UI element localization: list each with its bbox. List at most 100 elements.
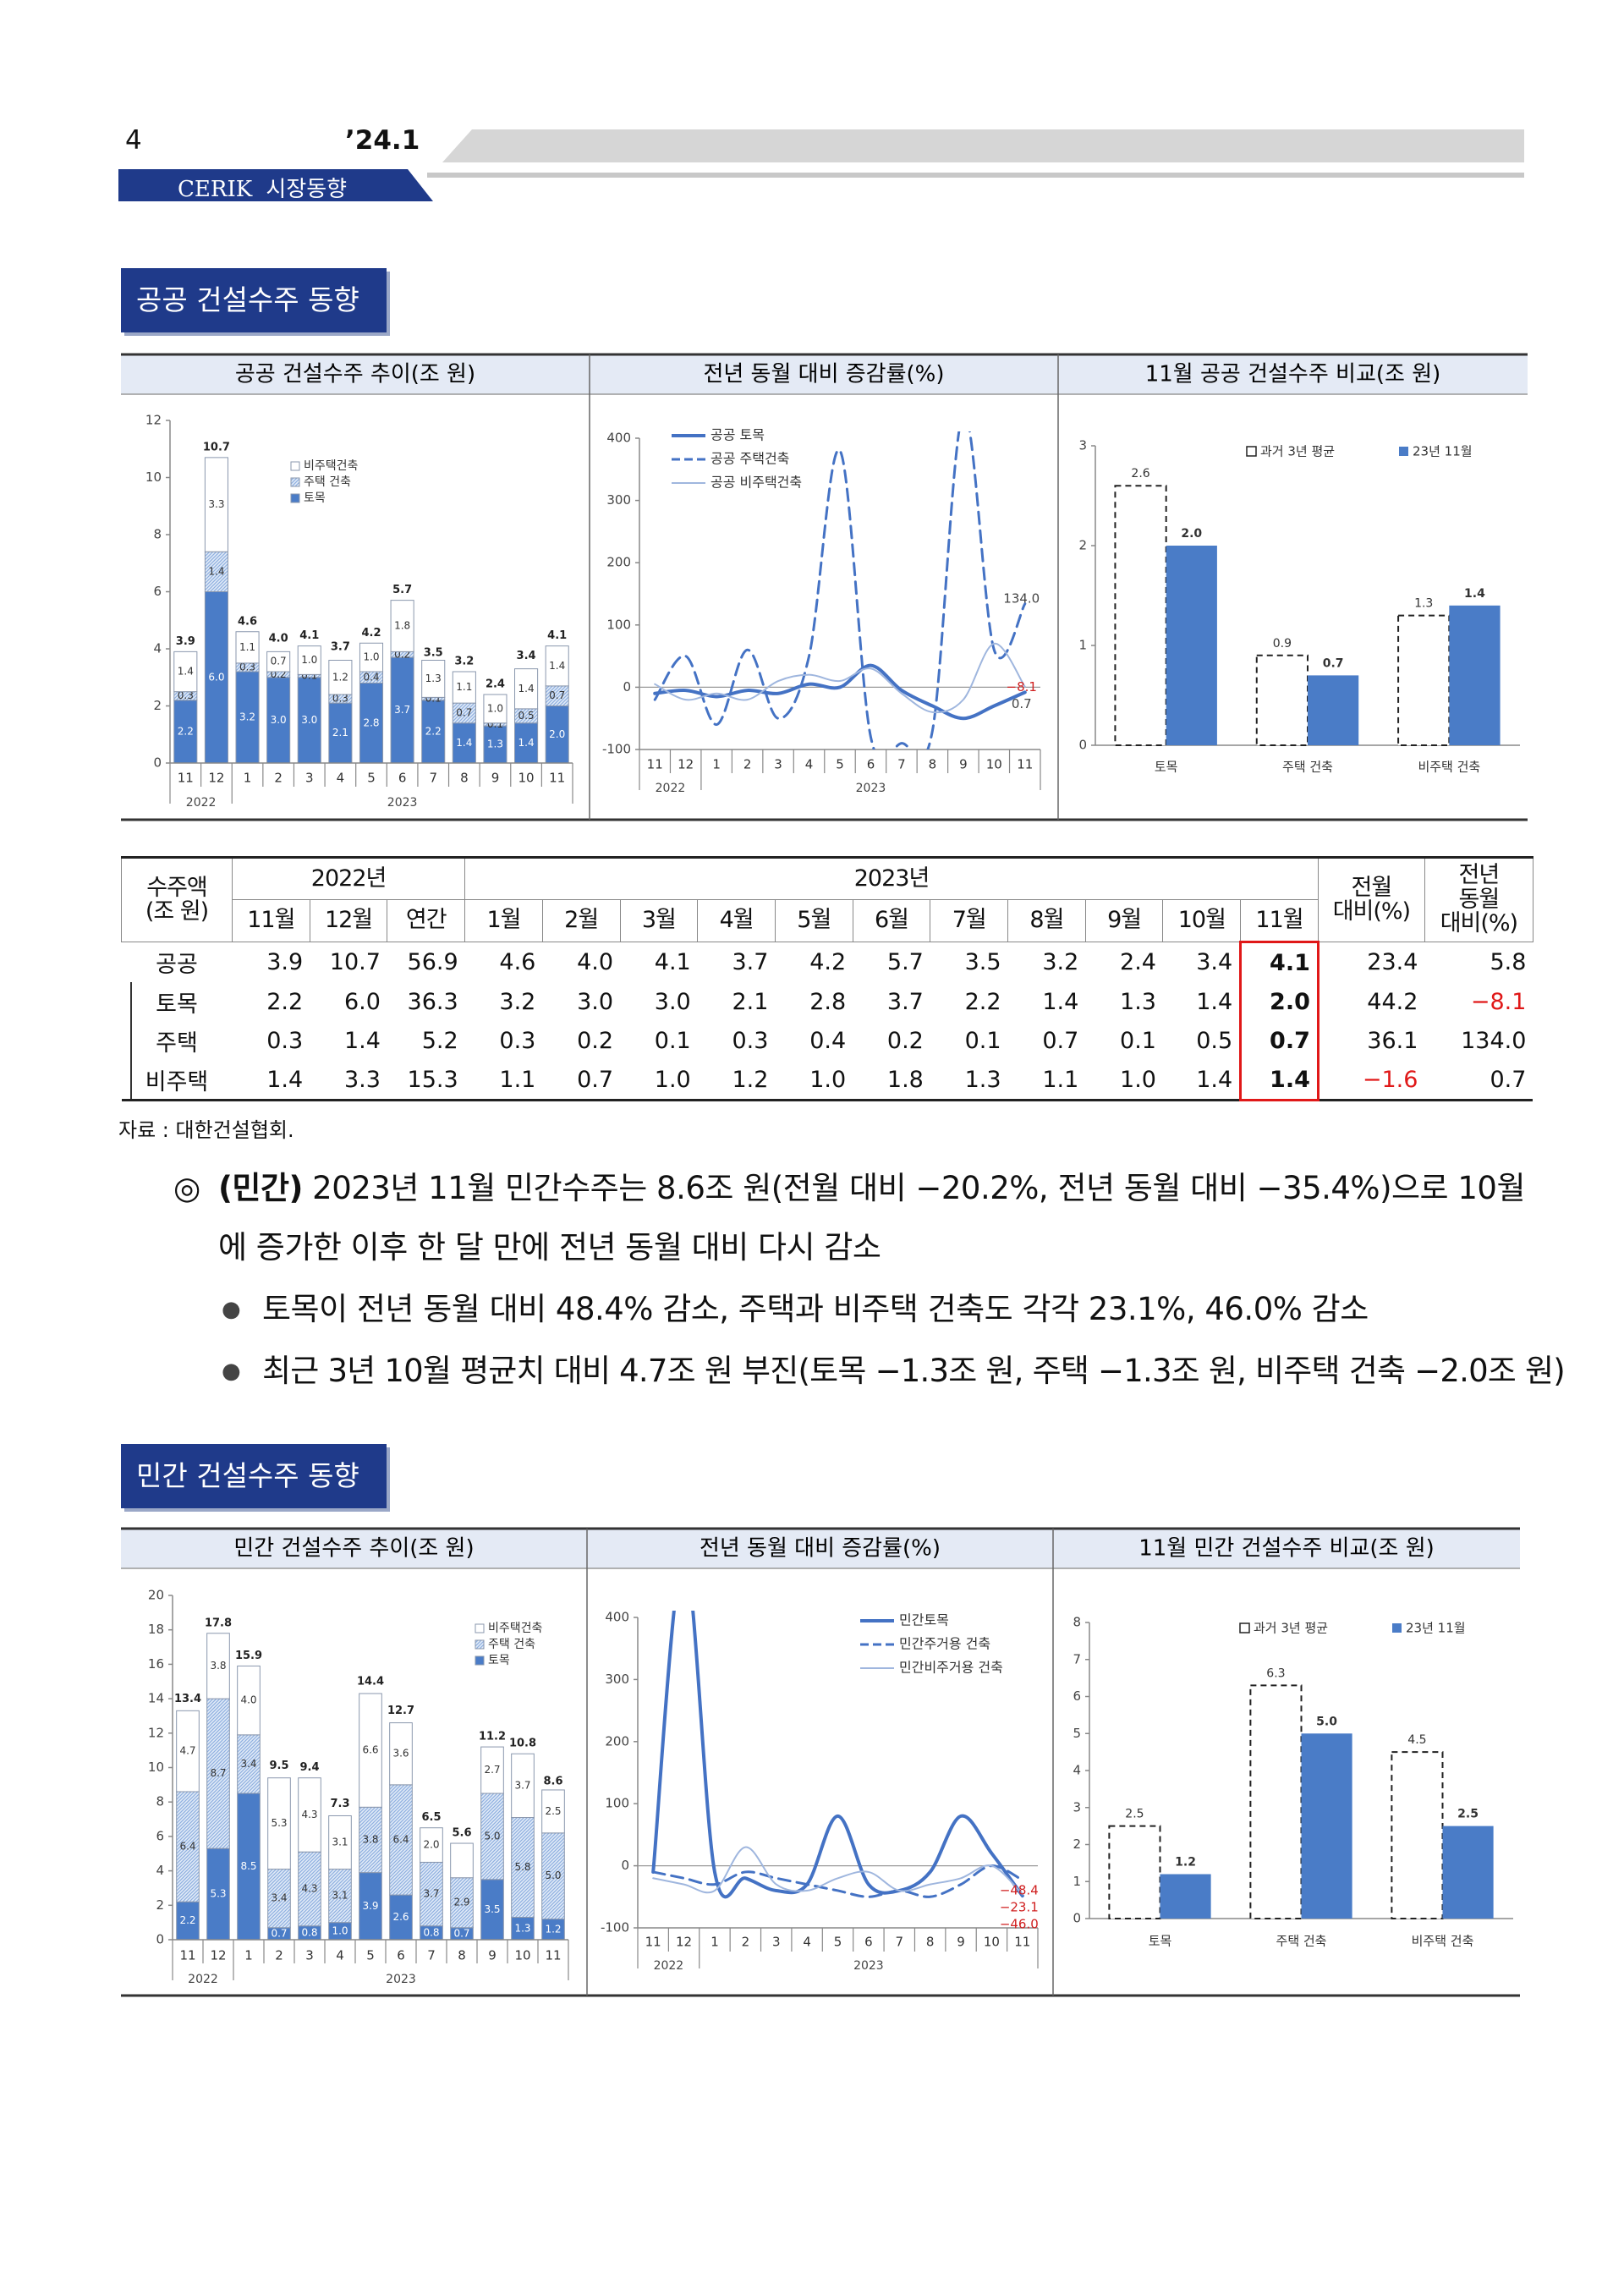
cell: 6.0 (343, 988, 381, 1015)
cell: 3.7 (732, 949, 769, 975)
cell: 1.3 (1120, 988, 1156, 1015)
month-header: 연간 (387, 899, 466, 942)
y-tick-label: 10 (145, 469, 162, 485)
legend-label: 비주택건축 (304, 459, 359, 473)
header-line: 수주액 (146, 874, 208, 901)
y-tick-label: 10 (148, 1760, 164, 1775)
cell: 1.1 (1042, 1066, 1079, 1093)
x-tick-label: 7 (895, 1935, 903, 1950)
month-header: 11월 (232, 899, 310, 942)
cell: 3.5 (964, 949, 1001, 975)
segment-label: 3.1 (332, 1890, 348, 1902)
bar-segment (450, 1842, 474, 1879)
chart-title: 공공 건설수주 추이(조 원) (235, 362, 475, 387)
segment-label: 4.3 (301, 1882, 317, 1894)
bar-segment (298, 1777, 321, 1853)
x-tick-label: 4 (336, 1948, 344, 1963)
total-label: 5.7 (392, 584, 412, 596)
bar (1160, 1874, 1211, 1919)
x-tick-label: 6 (867, 757, 875, 772)
bar-segment (206, 1633, 230, 1699)
total-label: 7.3 (330, 1798, 349, 1810)
y-tick-label: 1 (1073, 1874, 1081, 1889)
cell: 0.3 (266, 1027, 304, 1054)
y-tick-label: 300 (606, 492, 631, 508)
total-label: 2.4 (486, 678, 505, 691)
x-tick-label: 2 (274, 771, 283, 786)
y-tick-label: 12 (148, 1725, 164, 1740)
bar-segment (541, 1789, 565, 1834)
total-label: 9.4 (299, 1761, 319, 1774)
segment-label: 3.2 (239, 711, 255, 723)
y-tick-label: 0 (156, 1932, 164, 1947)
bar (1255, 654, 1309, 746)
cell: 3.4 (1196, 949, 1233, 975)
segment-label: 6.0 (208, 671, 224, 683)
cell: 2.8 (809, 988, 847, 1015)
segment-label: 1.2 (332, 671, 348, 683)
y-tick-label: 8 (153, 527, 162, 542)
y-tick-label: 400 (605, 1610, 629, 1625)
bar-segment (297, 645, 321, 675)
value-label: −48.4 (1000, 1883, 1039, 1898)
bar-segment (266, 651, 291, 673)
cell: 1.0 (654, 1066, 691, 1093)
bar-segment (298, 1851, 321, 1927)
year-label: 2022 (654, 1959, 684, 1973)
x-tick-label: 7 (897, 757, 906, 772)
segment-label: 3.0 (271, 714, 287, 726)
cell: 10.7 (329, 949, 381, 975)
segment-label: 0.8 (301, 1926, 317, 1938)
legend-label: 주택 건축 (304, 475, 351, 489)
value-label: −46.0 (1000, 1917, 1039, 1932)
cell: 44.2 (1367, 988, 1418, 1015)
segment-label: 3.7 (394, 704, 410, 716)
x-tick-label: 3 (305, 1948, 314, 1963)
total-label: 11.2 (479, 1731, 506, 1743)
value-label: 6.3 (1266, 1666, 1285, 1680)
bar (1442, 1826, 1494, 1919)
total-label: 15.9 (235, 1650, 262, 1662)
x-tick-label: 비주택 건축 (1418, 760, 1480, 775)
legend-label: 비주택건축 (488, 1622, 543, 1635)
y-tick-label: 6 (1073, 1688, 1081, 1704)
bar-segment (235, 631, 260, 664)
bullet-text: 최근 3년 10월 평균치 대비 4.7조 원 부진(토목 −1.3조 원, 주… (262, 1353, 1566, 1389)
segment-label: 1.1 (456, 681, 472, 693)
x-tick-label: 10 (986, 757, 1002, 772)
year-label: 2023 (856, 782, 886, 795)
x-tick-label: 1 (244, 1948, 253, 1963)
header-line: 동월 (1458, 886, 1501, 913)
cell: 0.1 (654, 1027, 691, 1054)
total-label: 12.7 (387, 1705, 414, 1717)
segment-label: 3.5 (484, 1903, 500, 1915)
cell: 1.4 (343, 1027, 381, 1054)
cell: 1.4 (1042, 988, 1079, 1015)
cell: 4.6 (499, 949, 536, 975)
x-tick-label: 10 (984, 1935, 1000, 1950)
bar-segment (421, 660, 446, 698)
segment-label: 2.7 (484, 1764, 500, 1776)
segment-label: 0.8 (423, 1926, 439, 1938)
month-header: 2월 (541, 899, 621, 942)
x-tick-label: 주택 건축 (1282, 760, 1333, 775)
series-line (651, 1864, 1024, 1898)
x-tick-label: 3 (305, 771, 314, 786)
cell: 2.0 (1239, 982, 1320, 1021)
cell: 3.7 (886, 988, 924, 1015)
legend-swatch (290, 493, 300, 503)
bar-segment (267, 1777, 291, 1870)
cell: 3.0 (577, 988, 614, 1015)
bar-segment (389, 1722, 413, 1786)
bar-segment (480, 1879, 504, 1941)
x-tick-label: 비주택 건축 (1412, 1934, 1474, 1949)
cell: 1.1 (499, 1066, 536, 1093)
cell: 1.4 (1196, 988, 1233, 1015)
cell: 2.2 (266, 988, 304, 1015)
brand-section: 시장동향 (266, 177, 348, 202)
y-tick-label: 14 (148, 1691, 164, 1706)
y-tick-label: 400 (606, 431, 631, 446)
x-tick-label: 주택 건축 (1276, 1934, 1327, 1949)
legend-label: 공공 토목 (710, 427, 765, 443)
